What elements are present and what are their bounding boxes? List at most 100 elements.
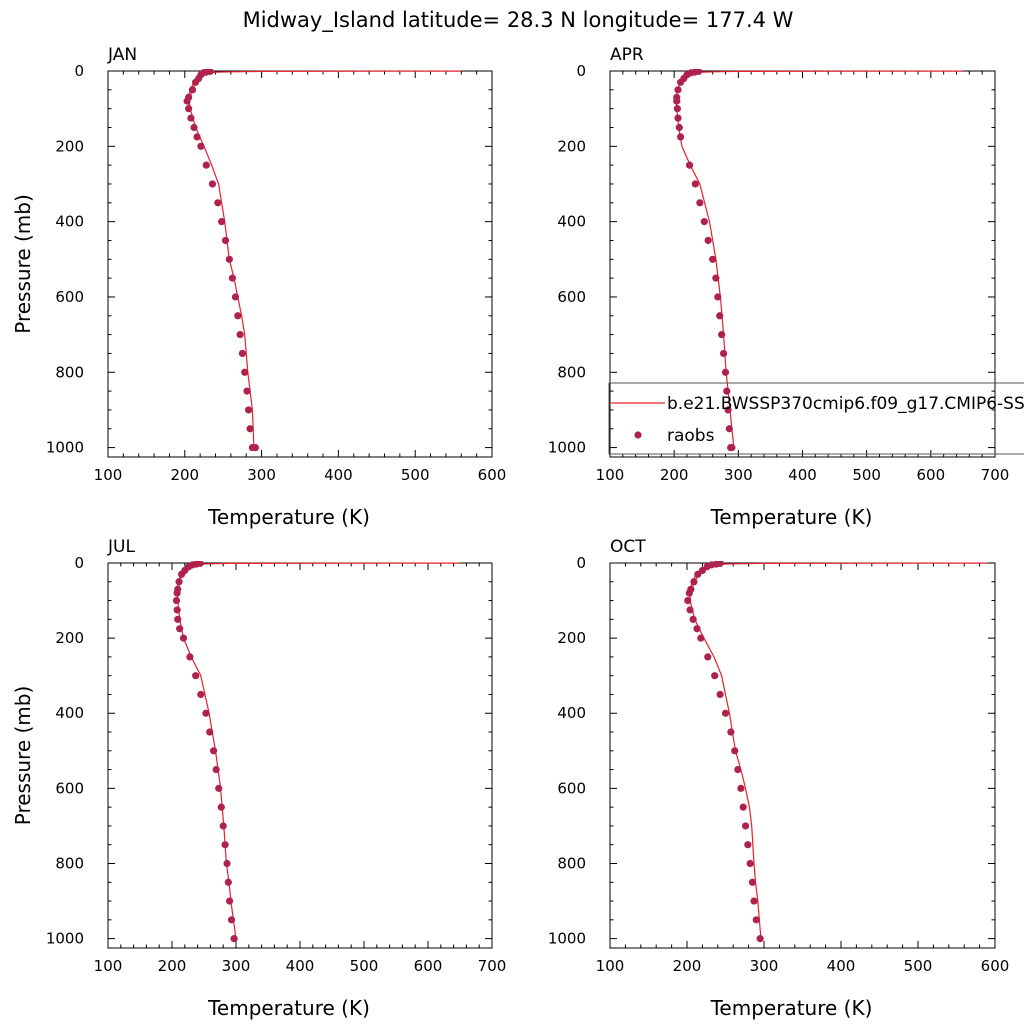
model-line bbox=[675, 70, 963, 448]
raobs-point bbox=[724, 406, 732, 414]
raobs-point bbox=[700, 218, 708, 226]
raobs-point bbox=[208, 180, 217, 188]
panel-apr: APR 100 200 300 400 500 600 700 0 200 400 600 800 100… bbox=[548, 45, 1010, 529]
raobs-point bbox=[674, 114, 682, 122]
panel-title: APR bbox=[610, 45, 644, 65]
raobs-point bbox=[218, 218, 226, 226]
x-tick-label: 400 bbox=[827, 957, 856, 975]
raobs-point bbox=[202, 161, 210, 169]
x-tick-label: 500 bbox=[904, 957, 933, 975]
panel-oct: OCT 100 200 300 400 500 600 0 200 400 600 800 1000 Te… bbox=[548, 537, 1010, 1020]
y-tick-label: 0 bbox=[74, 554, 84, 572]
x-tick-label: 100 bbox=[596, 957, 625, 975]
raobs-point bbox=[193, 133, 201, 141]
legend-box bbox=[608, 382, 1024, 455]
raobs-point bbox=[685, 161, 694, 169]
y-tick-label: 1000 bbox=[548, 930, 586, 948]
raobs-point bbox=[721, 368, 730, 376]
raobs-point bbox=[697, 634, 705, 642]
y-tick-label: 400 bbox=[55, 704, 84, 722]
raobs-point bbox=[241, 368, 249, 376]
model-line bbox=[176, 562, 461, 939]
panel-jul: JUL 100 200 300 400 500 600 700 0 200 400 600 800 100… bbox=[11, 537, 506, 1020]
x-tick-label: 700 bbox=[981, 466, 1010, 484]
raobs-point bbox=[228, 274, 237, 282]
raobs-point bbox=[752, 916, 760, 924]
y-tick-label: 200 bbox=[557, 137, 586, 155]
x-tick-label: 300 bbox=[222, 957, 251, 975]
y-tick-label: 400 bbox=[557, 213, 586, 231]
raobs-point bbox=[694, 570, 702, 578]
x-tick-label: 200 bbox=[170, 466, 199, 484]
raobs-point bbox=[244, 406, 253, 414]
x-tick-label: 100 bbox=[94, 957, 123, 975]
raobs-point bbox=[224, 878, 232, 886]
y-tick-label: 0 bbox=[576, 554, 586, 572]
y-tick-label: 200 bbox=[557, 629, 586, 647]
plot-frame bbox=[107, 70, 493, 458]
x-axis-title: Temperature (K) bbox=[710, 996, 873, 1020]
y-tick-label: 1000 bbox=[46, 930, 84, 948]
raobs-point bbox=[217, 803, 225, 811]
raobs-point bbox=[206, 728, 214, 736]
x-tick-label: 700 bbox=[478, 957, 507, 975]
raobs-point bbox=[750, 897, 758, 905]
legend-label-model: b.e21.BWSSP370cmip6.f09_g17.CMIP6-SSP3-7… bbox=[667, 394, 1024, 414]
raobs-point bbox=[175, 578, 183, 586]
raobs-point bbox=[183, 97, 191, 105]
legend-marker-swatch bbox=[634, 431, 642, 439]
raobs-point bbox=[704, 236, 712, 245]
panel-title: JAN bbox=[107, 45, 137, 65]
plot-data bbox=[684, 561, 988, 943]
x-tick-label: 500 bbox=[350, 957, 379, 975]
x-tick-label: 100 bbox=[94, 466, 123, 484]
y-tick-label: 200 bbox=[55, 629, 84, 647]
x-tick-label: 400 bbox=[286, 957, 315, 975]
raobs-point bbox=[685, 589, 693, 597]
raobs-point bbox=[178, 570, 186, 578]
y-tick-label: 400 bbox=[55, 213, 84, 231]
plot-data bbox=[673, 69, 963, 452]
y-tick-label: 800 bbox=[55, 363, 84, 381]
figure-title: Midway_Island latitude= 28.3 N longitude… bbox=[243, 8, 794, 33]
x-axis-title: Temperature (K) bbox=[207, 996, 370, 1020]
raobs-point bbox=[693, 625, 701, 633]
raobs-point bbox=[704, 653, 712, 661]
raobs-point bbox=[230, 935, 238, 943]
raobs-point bbox=[191, 78, 200, 86]
raobs-point bbox=[686, 606, 694, 614]
x-tick-label: 500 bbox=[852, 466, 881, 484]
x-tick-label: 600 bbox=[981, 957, 1010, 975]
raobs-point bbox=[225, 255, 233, 263]
raobs-point bbox=[236, 331, 244, 339]
raobs-point bbox=[212, 765, 220, 774]
x-tick-label: 200 bbox=[660, 466, 689, 484]
x-tick-label: 500 bbox=[401, 466, 430, 484]
x-axis-title: Temperature (K) bbox=[710, 505, 873, 529]
y-tick-label: 800 bbox=[557, 854, 586, 872]
raobs-point bbox=[727, 728, 735, 736]
raobs-point bbox=[728, 443, 736, 452]
raobs-point bbox=[231, 293, 240, 301]
raobs-point bbox=[716, 690, 724, 699]
raobs-point bbox=[756, 935, 764, 943]
plot-data bbox=[172, 561, 461, 943]
raobs-point bbox=[734, 765, 742, 774]
x-tick-label: 400 bbox=[324, 466, 353, 484]
raobs-point bbox=[251, 443, 260, 452]
raobs-point bbox=[739, 803, 747, 811]
raobs-point bbox=[737, 784, 745, 792]
raobs-point bbox=[197, 690, 205, 699]
y-tick-label: 0 bbox=[576, 62, 586, 80]
raobs-point bbox=[718, 331, 726, 339]
raobs-point bbox=[176, 625, 184, 633]
plot-data bbox=[183, 69, 462, 452]
raobs-point bbox=[246, 425, 254, 433]
raobs-point bbox=[746, 859, 754, 868]
raobs-point bbox=[711, 672, 719, 680]
raobs-point bbox=[744, 841, 752, 849]
panel-title: JUL bbox=[107, 537, 135, 557]
raobs-point bbox=[716, 312, 724, 320]
